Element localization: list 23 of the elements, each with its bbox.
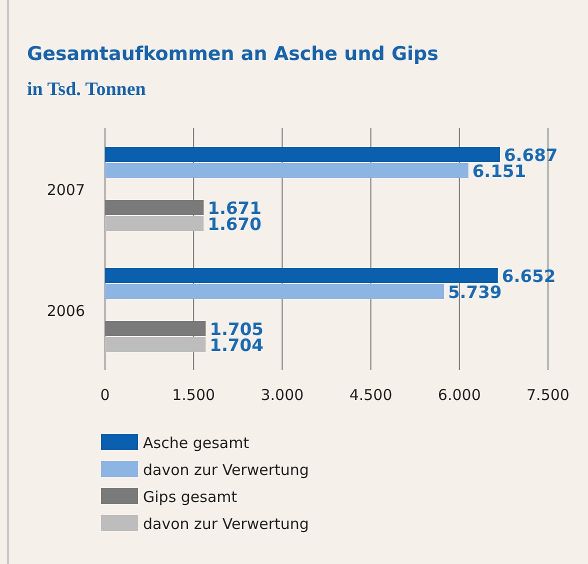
x-tick-label: 6.000 [438,386,481,404]
bar [105,268,498,283]
y-tick-label: 2006 [46,302,85,320]
chart-title: Gesamtaufkommen an Asche und Gips [27,43,438,65]
legend-label: davon zur Verwertung [143,515,309,533]
data-label: 1.670 [208,215,262,235]
x-tick-label: 1.500 [172,386,216,404]
x-tick-label: 7.500 [526,386,570,404]
x-tick-label: 0 [100,386,110,404]
bar [105,284,444,299]
bar [105,216,204,231]
data-label: 6.151 [472,162,526,182]
x-tick-label: 3.000 [260,386,304,404]
data-label: 1.704 [210,336,264,356]
y-tick-label: 2007 [46,181,85,199]
bar [105,337,206,352]
legend-label: davon zur Verwertung [143,461,309,479]
legend-label: Asche gesamt [143,434,250,452]
bar [105,147,500,162]
bar [105,163,468,178]
x-tick-label: 4.500 [349,386,392,404]
legend-label: Gips gesamt [143,488,238,506]
chart-subtitle: in Tsd. Tonnen [27,79,146,100]
